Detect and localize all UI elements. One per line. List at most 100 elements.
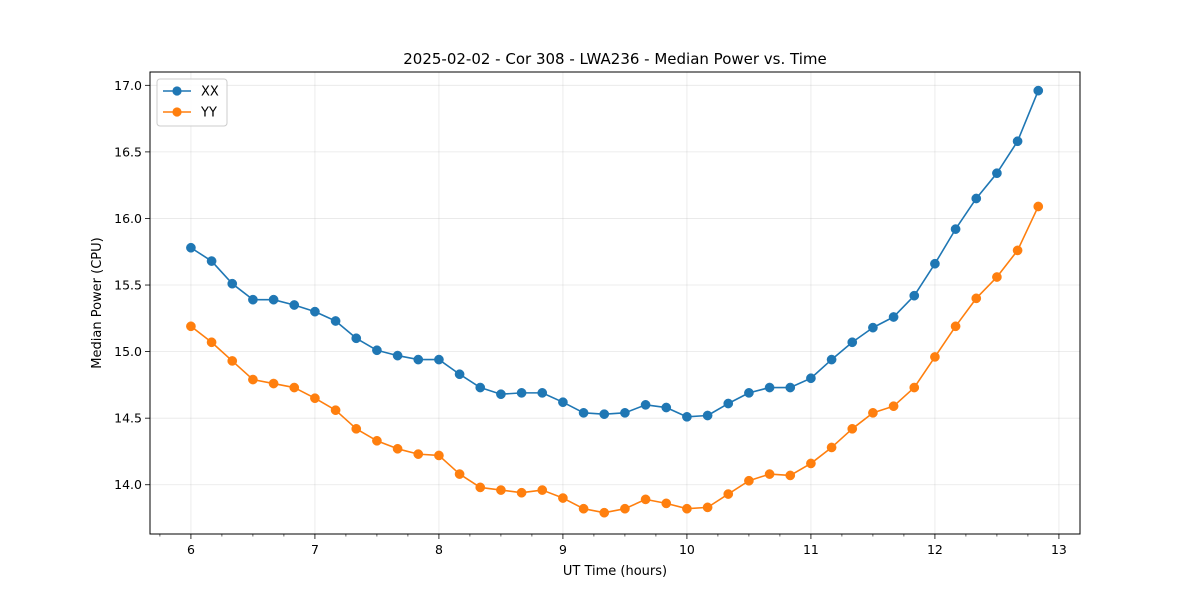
data-point-yy: [620, 503, 630, 514]
data-point-xx: [454, 369, 465, 380]
data-point-yy: [558, 493, 568, 503]
data-point-yy: [888, 401, 899, 412]
data-point-xx: [206, 256, 217, 266]
legend-label-yy: YY: [200, 106, 217, 121]
plot-frame: [149, 71, 1081, 535]
data-point-yy: [310, 393, 320, 404]
data-point-xx: [310, 306, 320, 317]
data-point-xx: [434, 354, 444, 365]
x-axis-label: UT Time (hours): [563, 564, 667, 579]
data-point-xx: [971, 193, 982, 204]
data-point-xx: [330, 316, 341, 326]
data-point-xx: [723, 398, 734, 409]
data-point-xx: [930, 258, 940, 269]
data-point-yy: [1033, 201, 1044, 212]
data-point-yy: [847, 423, 858, 434]
x-tick-label: 11: [803, 542, 819, 557]
axis-ticks: 6 7 8 9 10 11 12 13 14.0 14.5 15.0 15.5 16.0 16.5 17.0: [114, 78, 1067, 557]
data-point-xx: [640, 400, 651, 410]
data-point-yy: [640, 494, 651, 505]
data-point-yy: [661, 498, 672, 509]
legend-label-xx: XX: [201, 85, 219, 100]
data-point-xx: [888, 312, 899, 322]
data-point-xx: [537, 388, 548, 398]
grid-lines: [150, 72, 1080, 534]
y-tick-label: 14.5: [114, 411, 142, 426]
x-tick-label: 7: [311, 542, 319, 557]
data-point-yy: [806, 458, 816, 469]
data-point-yy: [744, 475, 754, 486]
data-point-yy: [950, 321, 961, 332]
data-point-xx: [744, 388, 754, 398]
y-tick-label: 17.0: [114, 78, 142, 93]
legend-marker-xx: [172, 86, 182, 96]
data-point-xx: [1033, 85, 1044, 96]
data-point-yy: [764, 469, 775, 479]
data-point-xx: [785, 382, 796, 393]
data-point-yy: [971, 293, 982, 304]
y-tick-label: 16.5: [114, 144, 142, 159]
data-point-yy: [413, 449, 424, 459]
data-point-yy: [496, 485, 506, 495]
data-point-yy: [578, 503, 589, 514]
data-point-xx: [372, 345, 382, 356]
series-layer: [186, 85, 1044, 518]
x-tick-label: 9: [559, 542, 567, 557]
data-point-yy: [351, 423, 362, 434]
data-point-yy: [868, 407, 878, 418]
y-tick-label: 16.0: [114, 211, 142, 226]
data-point-yy: [516, 487, 527, 498]
data-point-xx: [413, 354, 424, 365]
y-tick-label: 14.0: [114, 477, 142, 492]
data-point-yy: [785, 470, 796, 481]
data-point-yy: [434, 450, 444, 461]
data-point-xx: [186, 242, 196, 253]
data-point-xx: [702, 410, 713, 421]
data-point-yy: [372, 435, 382, 446]
data-point-xx: [268, 294, 279, 305]
data-point-xx: [392, 350, 403, 361]
data-point-xx: [599, 409, 610, 420]
data-point-yy: [330, 405, 341, 416]
data-point-yy: [227, 356, 238, 366]
data-point-yy: [723, 489, 734, 499]
data-point-xx: [909, 290, 920, 301]
x-tick-label: 13: [1051, 542, 1067, 557]
x-tick-label: 6: [187, 542, 195, 557]
data-point-xx: [289, 300, 300, 310]
data-point-xx: [868, 322, 878, 333]
data-point-yy: [826, 442, 837, 453]
data-point-xx: [950, 224, 961, 234]
data-point-yy: [537, 485, 548, 495]
data-point-yy: [289, 382, 300, 393]
data-point-yy: [930, 352, 940, 362]
x-tick-label: 10: [679, 542, 695, 557]
data-point-xx: [764, 382, 775, 393]
data-point-yy: [454, 469, 465, 479]
data-point-xx: [1012, 136, 1023, 147]
x-tick-label: 12: [927, 542, 943, 557]
data-point-yy: [992, 272, 1002, 282]
data-point-xx: [248, 294, 258, 305]
legend: XX YY: [156, 78, 228, 127]
data-point-xx: [558, 397, 568, 408]
data-point-yy: [248, 374, 258, 385]
data-point-yy: [909, 382, 920, 393]
data-point-xx: [516, 388, 527, 398]
data-point-xx: [578, 407, 589, 418]
data-point-yy: [599, 507, 610, 518]
data-point-yy: [475, 482, 486, 493]
data-point-yy: [702, 502, 713, 513]
y-tick-label: 15.5: [114, 278, 142, 293]
data-point-xx: [806, 373, 816, 384]
data-point-yy: [1012, 245, 1023, 256]
data-point-xx: [496, 389, 506, 400]
data-point-xx: [620, 407, 630, 418]
data-point-yy: [392, 443, 403, 454]
data-point-yy: [206, 337, 217, 348]
data-point-xx: [682, 411, 692, 422]
data-point-xx: [826, 354, 837, 365]
data-point-yy: [268, 378, 279, 389]
